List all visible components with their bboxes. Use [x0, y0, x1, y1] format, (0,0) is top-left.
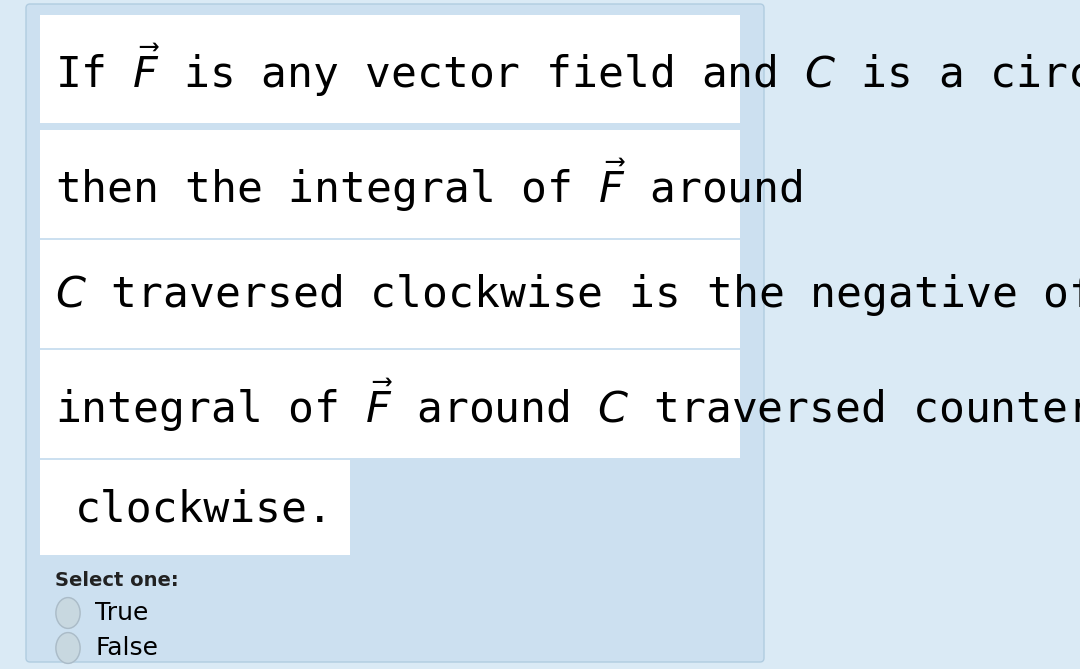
- Ellipse shape: [56, 633, 80, 664]
- Text: $C$ traversed clockwise is the negative of the: $C$ traversed clockwise is the negative …: [55, 272, 1080, 318]
- FancyBboxPatch shape: [40, 240, 740, 348]
- Text: Select one:: Select one:: [55, 571, 178, 589]
- FancyBboxPatch shape: [40, 15, 740, 123]
- Text: True: True: [95, 601, 148, 625]
- FancyBboxPatch shape: [40, 350, 740, 458]
- Text: clockwise.: clockwise.: [75, 489, 334, 531]
- FancyBboxPatch shape: [40, 460, 350, 555]
- FancyBboxPatch shape: [26, 4, 764, 662]
- FancyBboxPatch shape: [40, 130, 740, 238]
- Text: False: False: [95, 636, 158, 660]
- Text: integral of $\vec{F}$ around $C$ traversed counter-: integral of $\vec{F}$ around $C$ travers…: [55, 376, 1080, 434]
- Ellipse shape: [56, 597, 80, 628]
- Text: If $\vec{F}$ is any vector field and $C$ is a circle,: If $\vec{F}$ is any vector field and $C$…: [55, 41, 1080, 99]
- Text: then the integral of $\vec{F}$ around: then the integral of $\vec{F}$ around: [55, 156, 802, 214]
